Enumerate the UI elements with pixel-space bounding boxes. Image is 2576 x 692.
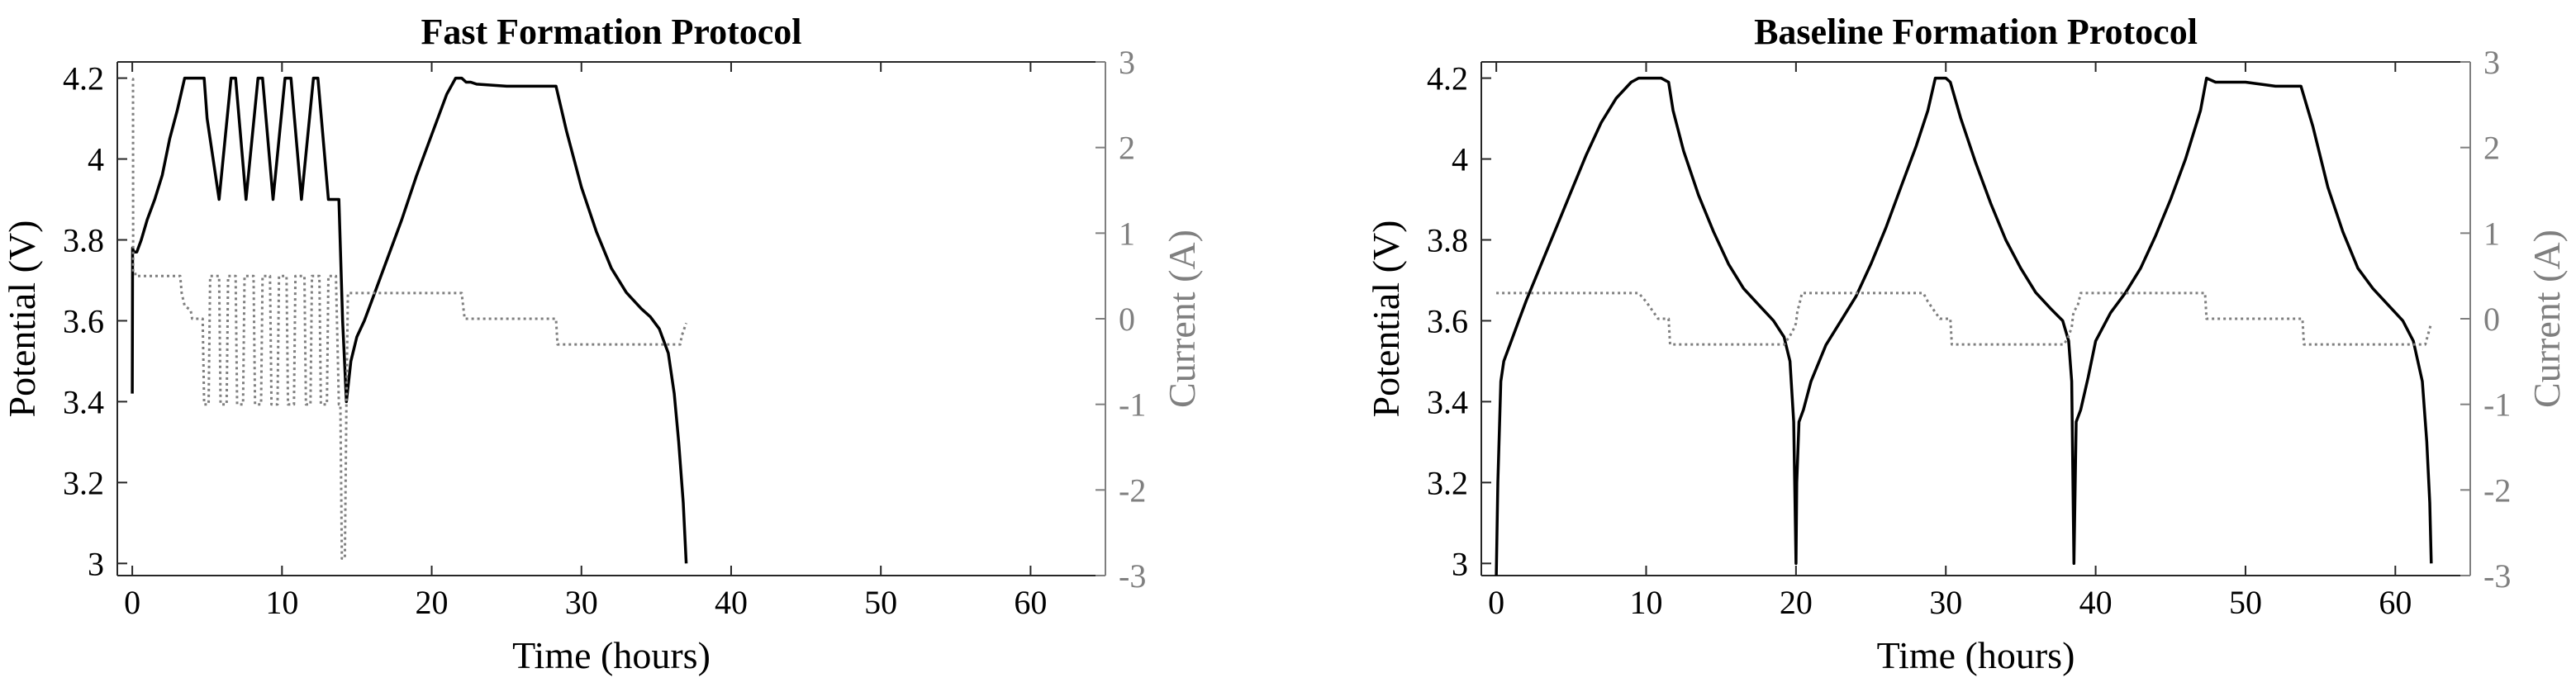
x-tick-label: 30 bbox=[1929, 584, 1962, 621]
y-axis-label: Potential (V) bbox=[1, 220, 43, 418]
x-tick-label: 0 bbox=[1488, 584, 1504, 621]
y-tick-label: 3.2 bbox=[63, 464, 104, 501]
y-tick-label: 3.4 bbox=[1427, 383, 1468, 420]
chart-title: Baseline Formation Protocol bbox=[1754, 12, 2198, 52]
x-tick-label: 20 bbox=[1780, 584, 1813, 621]
y-tick-label: 3.8 bbox=[1427, 221, 1468, 258]
chart-panel-2: 0 10 20 30 40 50 60 3 3.2 3.4 3.6 3.8 4 4.2 -3 -2 -1 0 1 2 3… bbox=[1365, 12, 2568, 676]
y-tick-label: 3.2 bbox=[1427, 464, 1468, 501]
x-tick-label: 0 bbox=[124, 584, 140, 621]
x-tick-label: 60 bbox=[1014, 584, 1047, 621]
potential-series-line bbox=[1495, 76, 2433, 576]
y-tick-label: 3.8 bbox=[63, 221, 104, 258]
y-axis-label: Potential (V) bbox=[1365, 220, 1407, 418]
x-tick-label: 10 bbox=[265, 584, 298, 621]
current-series-line bbox=[131, 78, 688, 560]
y-tick-label: 4 bbox=[88, 141, 104, 178]
y2-tick-label: 3 bbox=[2483, 44, 2500, 81]
chart-title: Fast Formation Protocol bbox=[421, 12, 801, 52]
x-axis-label: Time (hours) bbox=[1877, 634, 2075, 676]
x-tick-label: 50 bbox=[2229, 584, 2262, 621]
y-tick-label: 3 bbox=[1452, 545, 1468, 582]
y-tick-label: 4.2 bbox=[63, 60, 104, 97]
x-tick-label: 40 bbox=[2079, 584, 2113, 621]
y-tick-label: 3 bbox=[88, 545, 104, 582]
y2-tick-label: 0 bbox=[1119, 301, 1135, 338]
y2-axis-label: Current (A) bbox=[1161, 230, 1203, 408]
y2-tick-label: 3 bbox=[1119, 44, 1135, 81]
y2-tick-label: 1 bbox=[2483, 215, 2500, 252]
x-tick-label: 50 bbox=[864, 584, 897, 621]
potential-series-line bbox=[131, 76, 688, 564]
y-tick-label: 4 bbox=[1452, 141, 1468, 178]
y-tick-label: 3.6 bbox=[63, 302, 104, 339]
y2-tick-label: 0 bbox=[2483, 301, 2500, 338]
x-tick-label: 30 bbox=[565, 584, 598, 621]
x-tick-label: 10 bbox=[1630, 584, 1663, 621]
y2-axis-label: Current (A) bbox=[2526, 230, 2568, 408]
y2-tick-label: -3 bbox=[1119, 557, 1146, 595]
y2-tick-label: -1 bbox=[1119, 386, 1146, 424]
plot-area bbox=[1481, 62, 2470, 576]
y2-tick-label: 2 bbox=[2483, 130, 2500, 167]
x-tick-label: 40 bbox=[715, 584, 748, 621]
current-series-line bbox=[1496, 291, 2433, 346]
y-tick-label: 3.4 bbox=[63, 383, 104, 420]
y2-tick-label: -3 bbox=[2483, 557, 2511, 595]
plot-area bbox=[117, 62, 1105, 576]
x-tick-label: 20 bbox=[416, 584, 449, 621]
y2-tick-label: 1 bbox=[1119, 215, 1135, 252]
y2-tick-label: -1 bbox=[2483, 386, 2511, 424]
x-tick-label: 60 bbox=[2379, 584, 2412, 621]
y2-tick-label: -2 bbox=[1119, 472, 1146, 509]
chart-panel-1: 0 10 20 30 40 50 60 3 3.2 3.4 3.6 3.8 4 4.2 -3 -2 -1 0 1 2 3… bbox=[1, 12, 1203, 676]
y2-tick-label: -2 bbox=[2483, 472, 2511, 509]
x-axis-label: Time (hours) bbox=[512, 634, 711, 676]
y-tick-label: 4.2 bbox=[1427, 60, 1468, 97]
y-tick-label: 3.6 bbox=[1427, 302, 1468, 339]
y2-tick-label: 2 bbox=[1119, 130, 1135, 167]
